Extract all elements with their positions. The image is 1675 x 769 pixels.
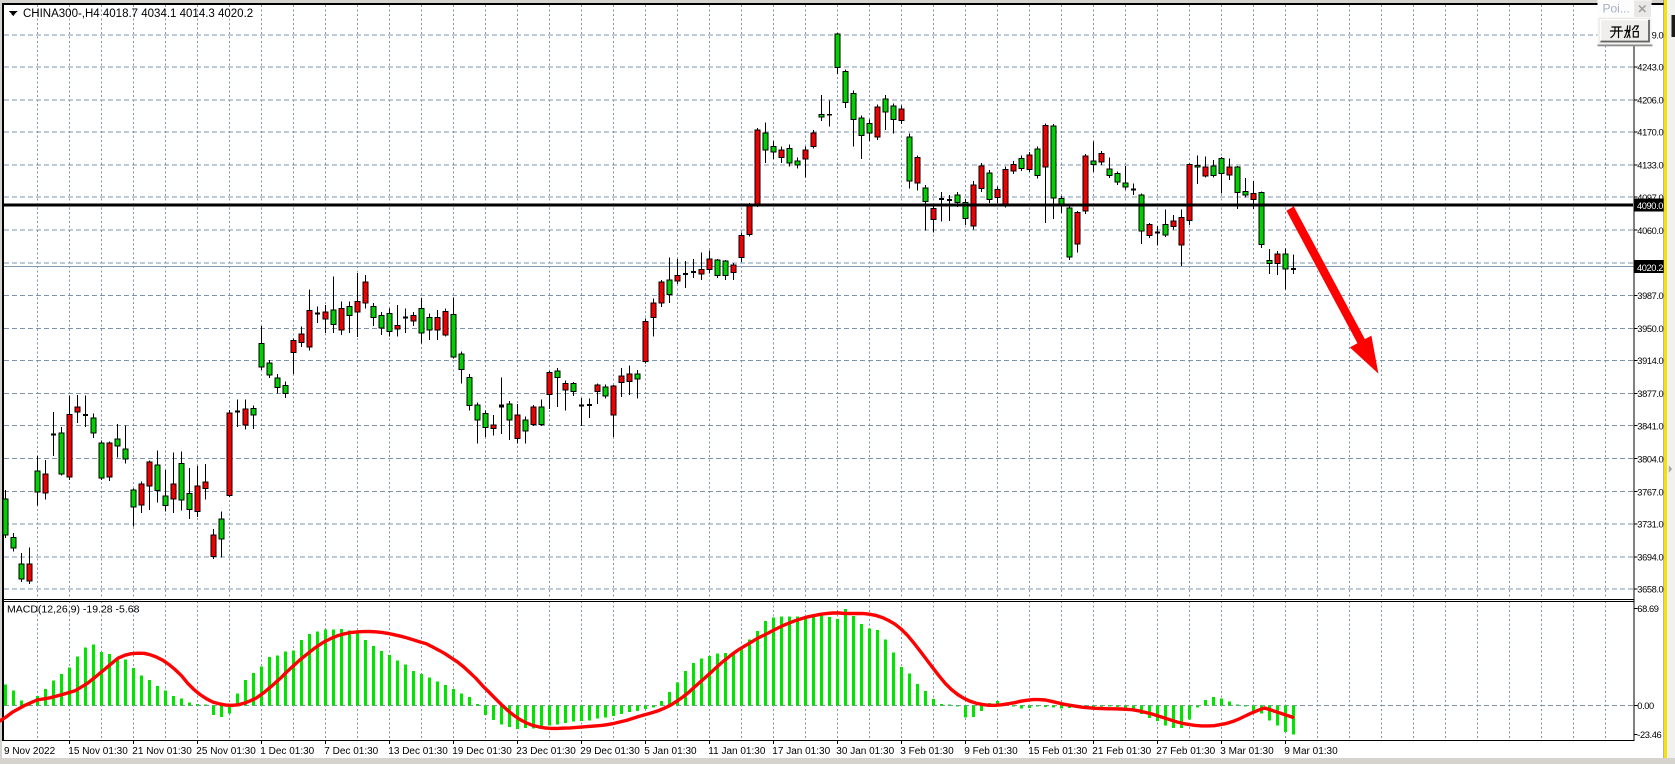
svg-text:21 Nov 01:30: 21 Nov 01:30 [132,746,192,757]
svg-text:9 Mar 01:30: 9 Mar 01:30 [1284,746,1338,757]
svg-text:3658.0: 3658.0 [1637,585,1663,595]
svg-text:5 Jan 01:30: 5 Jan 01:30 [644,746,697,757]
svg-text:4020.2: 4020.2 [1637,263,1663,273]
svg-text:30 Jan 01:30: 30 Jan 01:30 [836,746,894,757]
svg-text:3694.0: 3694.0 [1637,553,1663,563]
svg-text:1 Dec 01:30: 1 Dec 01:30 [260,746,314,757]
svg-text:27 Feb 01:30: 27 Feb 01:30 [1156,746,1215,757]
svg-text:MACD(12,26,9) -19.28 -5.68: MACD(12,26,9) -19.28 -5.68 [7,604,140,616]
svg-text:29 Dec 01:30: 29 Dec 01:30 [580,746,640,757]
svg-text:4090.0: 4090.0 [1637,201,1663,211]
svg-text:7 Dec 01:30: 7 Dec 01:30 [324,746,378,757]
svg-text:11 Jan 01:30: 11 Jan 01:30 [708,746,766,757]
svg-text:19 Dec 01:30: 19 Dec 01:30 [452,746,512,757]
svg-text:4243.0: 4243.0 [1637,63,1663,73]
svg-text:15 Nov 01:30: 15 Nov 01:30 [68,746,128,757]
svg-text:4133.0: 4133.0 [1637,161,1663,171]
svg-text:3841.0: 3841.0 [1637,421,1663,431]
svg-text:3731.0: 3731.0 [1637,520,1663,530]
svg-text:9 Feb 01:30: 9 Feb 01:30 [964,746,1018,757]
svg-text:17 Jan 01:30: 17 Jan 01:30 [772,746,830,757]
svg-text:3804.0: 3804.0 [1637,454,1663,464]
svg-text:23 Dec 01:30: 23 Dec 01:30 [516,746,576,757]
svg-text:Poi...: Poi... [1603,2,1630,16]
svg-text:21 Feb 01:30: 21 Feb 01:30 [1092,746,1151,757]
svg-text:4206.0: 4206.0 [1637,96,1663,106]
svg-text:3 Feb 01:30: 3 Feb 01:30 [900,746,954,757]
svg-text:4170.0: 4170.0 [1637,128,1663,138]
svg-text:9 Nov 2022: 9 Nov 2022 [4,746,56,757]
svg-text:4060.0: 4060.0 [1637,226,1663,236]
svg-text:15 Feb 01:30: 15 Feb 01:30 [1028,746,1087,757]
svg-text:3987.0: 3987.0 [1637,291,1663,301]
svg-text:3914.0: 3914.0 [1637,356,1663,366]
svg-text:3950.0: 3950.0 [1637,324,1663,334]
svg-text:3767.0: 3767.0 [1637,487,1663,497]
svg-text:3 Mar 01:30: 3 Mar 01:30 [1220,746,1274,757]
svg-text:3877.0: 3877.0 [1637,389,1663,399]
svg-text:-23.46: -23.46 [1637,730,1661,740]
svg-text:25 Nov 01:30: 25 Nov 01:30 [196,746,256,757]
svg-text:13 Dec 01:30: 13 Dec 01:30 [388,746,448,757]
svg-text:68.69: 68.69 [1637,604,1658,614]
svg-text:0.00: 0.00 [1637,701,1654,711]
svg-text:CHINA300-,H4 4018.7 4034.1 40: CHINA300-,H4 4018.7 4034.1 4014.3 4020.2 [23,8,253,20]
